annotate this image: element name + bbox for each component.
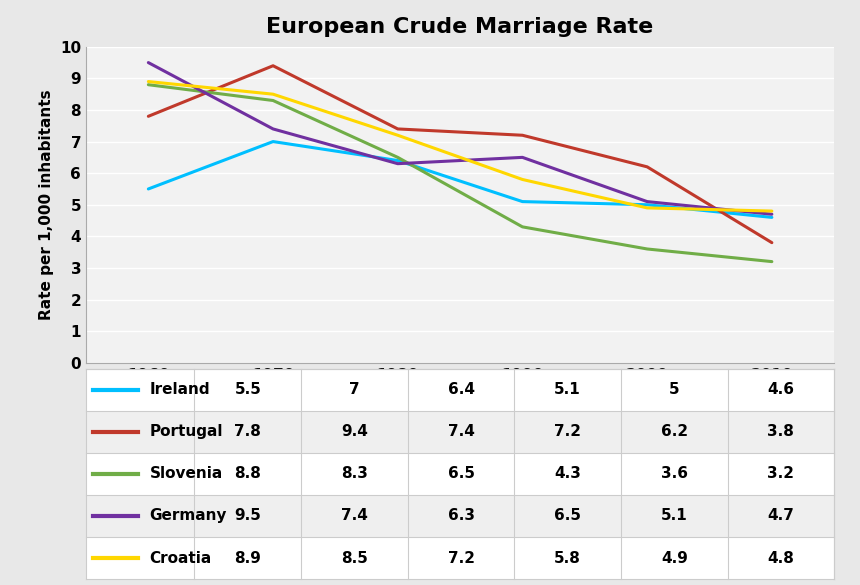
Text: Slovenia: Slovenia (150, 466, 223, 481)
Text: 6.5: 6.5 (554, 508, 581, 524)
Text: Ireland: Ireland (150, 382, 210, 397)
Text: 4.8: 4.8 (767, 550, 795, 566)
Text: 7.4: 7.4 (447, 424, 475, 439)
Text: 4.6: 4.6 (767, 382, 795, 397)
Text: 4.3: 4.3 (554, 466, 581, 481)
Text: 6.2: 6.2 (660, 424, 688, 439)
Text: 6.3: 6.3 (447, 508, 475, 524)
Text: 7: 7 (349, 382, 359, 397)
Text: 3.6: 3.6 (660, 466, 688, 481)
FancyBboxPatch shape (86, 495, 834, 537)
FancyBboxPatch shape (86, 369, 834, 411)
Text: 8.9: 8.9 (235, 550, 261, 566)
Text: 4.7: 4.7 (767, 508, 795, 524)
Text: 6.4: 6.4 (447, 382, 475, 397)
Text: 7.2: 7.2 (554, 424, 581, 439)
Text: 4.9: 4.9 (660, 550, 688, 566)
Text: Germany: Germany (150, 508, 227, 524)
Title: European Crude Marriage Rate: European Crude Marriage Rate (267, 17, 654, 37)
Y-axis label: Rate per 1,000 inhabitants: Rate per 1,000 inhabitants (40, 90, 54, 320)
Text: 9.5: 9.5 (235, 508, 261, 524)
Text: 7.4: 7.4 (341, 508, 368, 524)
FancyBboxPatch shape (86, 537, 834, 579)
Text: 5.1: 5.1 (555, 382, 581, 397)
Text: 6.5: 6.5 (447, 466, 475, 481)
Text: 7.8: 7.8 (235, 424, 261, 439)
FancyBboxPatch shape (86, 453, 834, 495)
Text: Portugal: Portugal (150, 424, 223, 439)
Text: Croatia: Croatia (150, 550, 212, 566)
Text: 5.1: 5.1 (660, 508, 688, 524)
Text: 5: 5 (669, 382, 679, 397)
Text: 9.4: 9.4 (341, 424, 368, 439)
Text: 8.8: 8.8 (235, 466, 261, 481)
Text: 3.8: 3.8 (767, 424, 795, 439)
Text: 5.8: 5.8 (554, 550, 581, 566)
Text: 8.3: 8.3 (341, 466, 368, 481)
Text: 8.5: 8.5 (341, 550, 368, 566)
FancyBboxPatch shape (86, 411, 834, 453)
Text: 5.5: 5.5 (235, 382, 261, 397)
Text: 7.2: 7.2 (447, 550, 475, 566)
Text: 3.2: 3.2 (767, 466, 795, 481)
